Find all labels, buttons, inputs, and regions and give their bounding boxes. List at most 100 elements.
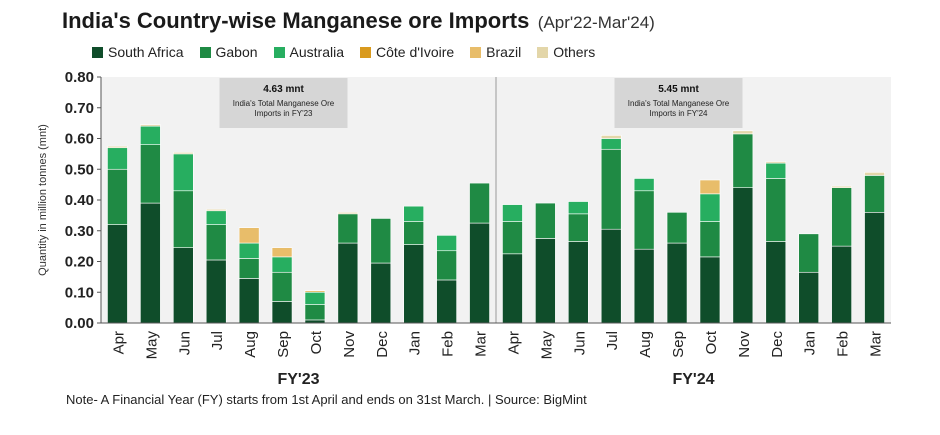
x-tick-label: Jan	[802, 331, 819, 355]
bar-south-africa	[732, 187, 754, 324]
bar-australia	[238, 242, 260, 259]
x-tick-label: Jun	[571, 331, 588, 355]
legend-item-c-te-d-ivoire: Côte d'Ivoire	[360, 44, 454, 60]
bar-australia	[140, 125, 161, 145]
x-tick-label: Aug	[637, 331, 654, 358]
annotation-text: India's Total Manganese Ore Imports in FY…	[233, 99, 335, 118]
bar-gabon	[436, 250, 457, 281]
legend-item-australia: Australia	[273, 44, 345, 60]
legend-swatch	[537, 46, 549, 58]
bar-others	[107, 145, 128, 149]
annotation-box	[614, 78, 743, 128]
x-tick-label: Jun	[176, 331, 193, 355]
bar-australia	[205, 210, 227, 225]
legend-swatch	[273, 46, 285, 58]
chart-title-row: India's Country-wise Manganese ore Impor…	[62, 8, 655, 34]
bar-australia	[107, 147, 128, 170]
x-tick-label: Aug	[242, 331, 259, 358]
legend-swatch	[360, 46, 372, 58]
y-tick-label: 0.60	[65, 131, 94, 148]
bar-south-africa	[337, 242, 359, 324]
bar-south-africa	[107, 224, 128, 324]
bar-gabon	[107, 168, 128, 225]
bar-australia	[172, 153, 194, 192]
bar-brazil	[304, 290, 326, 293]
bar-australia	[436, 235, 457, 252]
x-tick-label: Sep	[275, 331, 292, 358]
bar-others	[600, 135, 622, 139]
y-tick-label: 0.80	[65, 69, 94, 86]
bar-south-africa	[140, 202, 161, 324]
bar-south-africa	[567, 241, 589, 324]
y-axis-label: Quantity in million tonnes (mnt)	[37, 124, 49, 276]
fy-group-label: FY'23	[277, 371, 319, 388]
legend-item-south-africa: South Africa	[92, 44, 184, 60]
y-tick-label: 0.00	[65, 315, 94, 332]
bar-others	[205, 208, 227, 212]
x-tick-label: Jul	[209, 331, 226, 350]
bar-australia	[600, 138, 622, 150]
annotation-text: India's Total Manganese Ore Imports in FY…	[628, 99, 730, 118]
bar-gabon	[238, 258, 260, 279]
legend-label: Brazil	[486, 44, 522, 60]
y-tick-label: 0.20	[65, 254, 94, 271]
x-tick-label: May	[143, 331, 160, 360]
bar-gabon	[304, 304, 326, 321]
legend-swatch	[199, 46, 211, 58]
bar-gabon	[140, 144, 161, 204]
bar-gabon	[765, 178, 787, 242]
bar-south-africa	[271, 301, 293, 324]
bar-brazil	[271, 247, 293, 258]
x-tick-label: Nov	[341, 331, 358, 358]
bar-australia	[567, 201, 589, 215]
bar-australia	[633, 178, 655, 192]
bar-australia	[502, 204, 523, 222]
bar-south-africa	[535, 238, 556, 324]
bar-gabon	[633, 190, 655, 250]
bar-south-africa	[765, 241, 787, 324]
bar-others	[732, 130, 754, 135]
bar-gabon	[732, 133, 754, 188]
bar-gabon	[864, 175, 885, 213]
y-tick-label: 0.50	[65, 161, 94, 178]
legend-swatch	[92, 46, 103, 58]
bar-brazil	[699, 179, 721, 195]
bar-gabon	[567, 213, 589, 242]
bar-south-africa	[370, 262, 392, 324]
x-tick-label: Nov	[736, 331, 753, 358]
bar-australia	[271, 256, 293, 273]
bar-gabon	[271, 271, 293, 302]
bar-south-africa	[600, 228, 622, 324]
fy-group-label: FY'24	[672, 371, 714, 388]
bar-australia	[403, 205, 425, 222]
bar-australia	[765, 162, 787, 179]
bar-gabon	[337, 213, 359, 244]
legend-item-others: Others	[537, 44, 595, 60]
y-tick-label: 0.70	[65, 100, 94, 117]
x-tick-label: Jan	[407, 331, 424, 355]
bar-south-africa	[633, 248, 655, 324]
chart-legend: South Africa Gabon Australia Côte d'Ivoire B…	[92, 44, 595, 60]
bar-south-africa	[798, 271, 820, 324]
x-tick-label: Dec	[769, 331, 786, 358]
legend-label: South Africa	[108, 44, 184, 60]
bar-australia	[699, 193, 721, 222]
bar-south-africa	[864, 212, 885, 324]
chart-subtitle: (Apr'22-Mar'24)	[537, 13, 655, 32]
legend-label: Others	[553, 44, 596, 60]
bar-others	[831, 185, 852, 189]
bar-others	[765, 161, 787, 164]
y-tick-label: 0.40	[65, 192, 94, 209]
bar-others	[337, 212, 359, 215]
bar-gabon	[403, 221, 425, 245]
bar-brazil	[238, 227, 260, 244]
x-tick-label: Dec	[374, 331, 391, 358]
annotation-box	[219, 78, 348, 128]
legend-label: Australia	[289, 44, 345, 60]
bar-gabon	[205, 224, 227, 261]
footnote: Note- A Financial Year (FY) starts from …	[66, 392, 587, 407]
legend-item-gabon: Gabon	[199, 44, 258, 60]
x-tick-label: Sep	[670, 331, 687, 358]
stacked-bar-chart: 0.00 0.10 0.20 0.30 0.40 0.50 0.60 0.70 0.80 Quan…	[37, 69, 891, 388]
bar-gabon	[502, 221, 523, 255]
